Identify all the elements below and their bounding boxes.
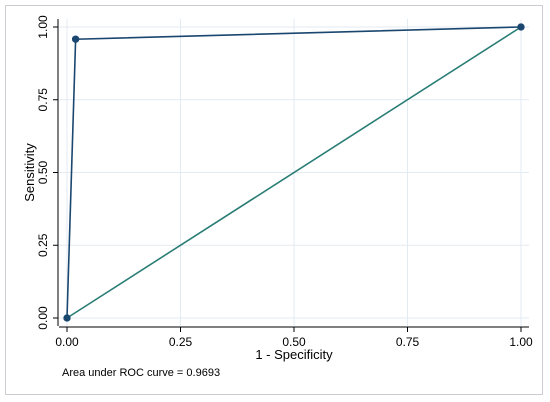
auc-note: Area under ROC curve = 0.9693 <box>62 367 220 379</box>
roc-point-marker <box>72 35 80 43</box>
roc-point-marker <box>63 314 71 322</box>
y-tick-label: 0.25 <box>36 233 50 257</box>
reference-line <box>66 26 522 319</box>
x-tick-label: 0.00 <box>55 335 79 349</box>
grid-layer <box>59 19 529 326</box>
x-tick-label: 0.75 <box>396 335 420 349</box>
y-tick-label: 0.75 <box>36 88 50 112</box>
roc-point-marker <box>517 23 525 31</box>
x-tick-label: 1.00 <box>509 335 533 349</box>
x-tick-label: 0.50 <box>282 335 306 349</box>
x-axis-title: 1 - Specificity <box>255 347 333 362</box>
x-tick-label: 0.25 <box>169 335 193 349</box>
y-tick-label: 0.00 <box>36 306 50 330</box>
y-tick-label: 0.50 <box>36 160 50 184</box>
y-tick-label: 1.00 <box>36 15 50 39</box>
series-layer <box>63 23 525 322</box>
y-axis-title: Sensitivity <box>22 143 37 202</box>
tick-layer: 0.00 0.25 0.50 0.75 1.00 0.00 0.25 0.50 0.75 1.00 <box>36 15 533 349</box>
